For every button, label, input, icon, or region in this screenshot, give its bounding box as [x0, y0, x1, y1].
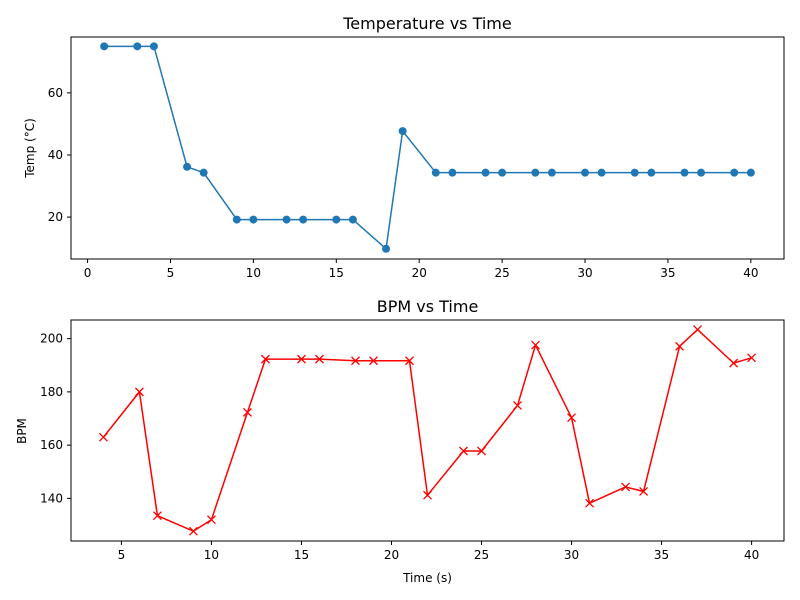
bpm-x-tick-label: 20 — [384, 548, 399, 562]
temperature-data-point — [531, 168, 540, 177]
bpm-x-tick-label: 10 — [204, 548, 219, 562]
temperature-axis-ticks: 0 5 10 15 20 25 30 35 40 20 40 60 — [48, 86, 759, 280]
bpm-data-point — [297, 354, 306, 364]
bpm-plot-area — [70, 319, 785, 542]
temperature-data-point — [680, 168, 689, 177]
temperature-x-tick-label: 10 — [246, 266, 261, 280]
bpm-x-tick-label: 15 — [294, 548, 309, 562]
bpm-data-point — [513, 401, 522, 410]
bpm-y-axis-label: BPM — [15, 418, 29, 444]
temperature-data-point — [547, 168, 556, 177]
temperature-x-tick-label: 5 — [167, 266, 175, 280]
bpm-data-point — [206, 515, 216, 525]
bpm-data-point — [585, 498, 595, 508]
bpm-data-point — [747, 353, 757, 363]
temperature-y-tick-label: 40 — [48, 148, 63, 162]
bpm-data-point — [351, 356, 360, 366]
temperature-data-point — [382, 244, 391, 253]
temperature-x-tick-label: 30 — [577, 266, 592, 280]
bpm-data-point — [567, 413, 576, 423]
temperature-data-point — [647, 168, 656, 177]
temperature-data-point — [100, 42, 109, 51]
temperature-x-tick-label: 40 — [743, 266, 758, 280]
bpm-y-tick-label: 140 — [40, 491, 63, 505]
bpm-x-tick-label: 35 — [654, 548, 669, 562]
temperature-data-point — [348, 215, 357, 224]
temperature-x-tick-label: 0 — [84, 266, 92, 280]
temperature-data-point — [448, 168, 457, 177]
bpm-axis-ticks: 5 10 15 20 25 30 35 40 140 160 180 200 — [40, 332, 759, 562]
bpm-data-point — [729, 358, 739, 368]
temperature-data-point — [697, 168, 706, 177]
bpm-chart-title: BPM vs Time — [377, 297, 479, 316]
bpm-data-point — [242, 407, 252, 417]
temperature-data-point — [199, 168, 208, 177]
temperature-data-point — [746, 168, 755, 177]
bpm-y-tick-label: 180 — [40, 385, 63, 399]
bpm-data-point — [423, 490, 432, 500]
temperature-data-point — [597, 168, 606, 177]
temperature-data-point — [431, 168, 440, 177]
bpm-series-markers — [98, 325, 757, 536]
temperature-y-tick-label: 20 — [48, 210, 63, 224]
temperature-series-path — [104, 45, 751, 250]
temperature-plot-area — [70, 36, 785, 260]
bpm-x-tick-label: 5 — [118, 548, 126, 562]
temperature-y-tick-label: 60 — [48, 86, 63, 100]
bpm-data-point — [621, 482, 631, 492]
temperature-data-point — [398, 127, 407, 136]
bpm-data-point — [693, 325, 703, 335]
temperature-series-line — [104, 45, 751, 250]
bpm-data-point — [369, 356, 378, 366]
bpm-data-point — [531, 340, 540, 350]
bpm-data-point — [639, 487, 649, 496]
bpm-data-point — [315, 354, 324, 364]
bpm-x-tick-label: 40 — [744, 548, 759, 562]
temperature-data-point — [581, 168, 590, 177]
temperature-data-point — [133, 42, 142, 51]
temperature-data-point — [282, 215, 291, 224]
bpm-x-tick-label: 25 — [474, 548, 489, 562]
bpm-data-point — [98, 432, 108, 442]
bpm-series-line — [102, 328, 752, 532]
temperature-y-axis-label: Temp (°C) — [23, 118, 37, 179]
bpm-x-tick-label: 30 — [564, 548, 579, 562]
bpm-data-point — [459, 446, 468, 456]
bpm-x-axis-label: Time (s) — [402, 571, 452, 585]
temperature-x-tick-label: 35 — [660, 266, 675, 280]
bpm-data-point — [477, 446, 486, 456]
temperature-data-point — [149, 42, 158, 51]
temperature-data-point — [183, 162, 192, 171]
temperature-x-tick-label: 25 — [494, 266, 509, 280]
bpm-y-tick-label: 160 — [40, 438, 63, 452]
temperature-subplot: Temperature vs Time Temp (°C) 0 5 10 15 20 25… — [23, 14, 785, 280]
bpm-series-path — [102, 328, 752, 532]
bpm-data-point — [134, 387, 144, 397]
bpm-subplot: BPM vs Time BPM Time (s) 5 10 15 20 25 30 35 40… — [15, 297, 785, 585]
temperature-x-tick-label: 20 — [412, 266, 427, 280]
bpm-data-point — [152, 511, 162, 521]
temperature-data-point — [730, 168, 739, 177]
temperature-data-point — [332, 215, 341, 224]
bpm-y-tick-label: 200 — [40, 332, 63, 346]
bpm-data-point — [675, 341, 685, 351]
temperature-series-markers — [100, 42, 755, 253]
temperature-data-point — [249, 215, 258, 224]
temperature-data-point — [232, 215, 241, 224]
bpm-data-point — [188, 526, 198, 536]
temperature-data-point — [481, 168, 490, 177]
bpm-data-point — [405, 356, 414, 366]
bpm-data-point — [260, 354, 270, 364]
temperature-data-point — [498, 168, 507, 177]
temperature-data-point — [299, 215, 308, 224]
temperature-data-point — [630, 168, 639, 177]
temperature-chart-title: Temperature vs Time — [342, 14, 511, 33]
temperature-x-tick-label: 15 — [329, 266, 344, 280]
